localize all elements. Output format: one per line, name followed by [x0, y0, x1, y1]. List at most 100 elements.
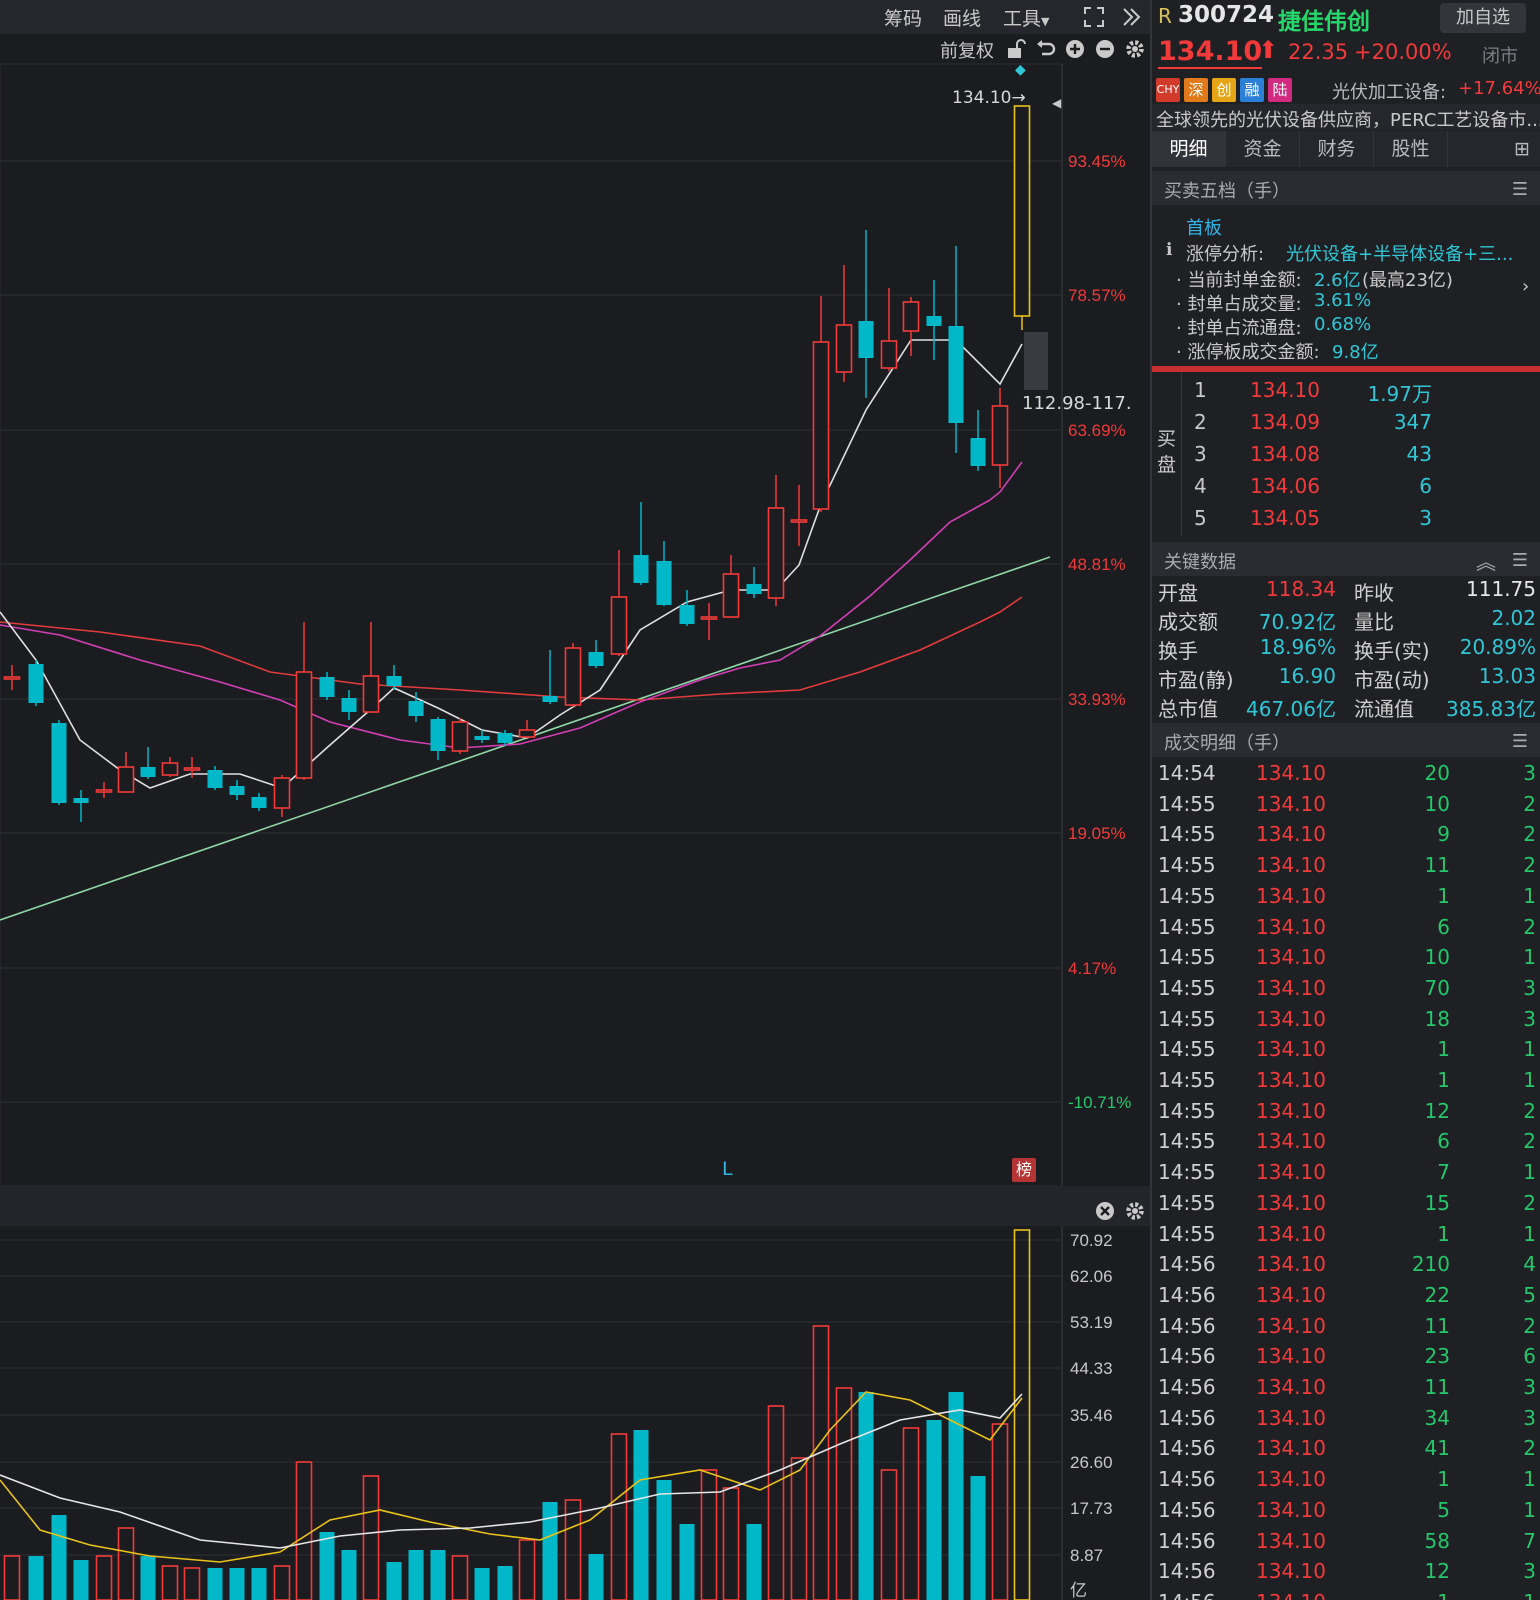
candle-body [207, 770, 223, 788]
bid-row[interactable]: 1 134.10 1.97万 [1188, 378, 1488, 410]
candle-body [564, 647, 582, 706]
collapse-arrow-icon[interactable]: ◀ [1052, 96, 1062, 110]
tab-capital[interactable]: 资金 [1226, 131, 1300, 167]
bid-volume: 1.97万 [1367, 382, 1432, 406]
trade-volume: 1 [1437, 1037, 1450, 1062]
trade-volume: 9 [1437, 822, 1450, 847]
chart-sub-toolbar: 前复权 [0, 34, 1150, 64]
tab-grid-icon[interactable]: ⊞ [1514, 138, 1530, 160]
chevron-right-icon[interactable]: › [1522, 276, 1530, 297]
trades-header[interactable]: 成交明细（手） ☰ [1152, 723, 1540, 757]
trade-row: 14:56 134.10 11 2 [1152, 1314, 1540, 1344]
key-label: 流通值 [1354, 697, 1414, 721]
bid-row[interactable]: 5 134.05 3 [1188, 506, 1488, 538]
trade-time: 14:56 [1158, 1313, 1216, 1338]
trade-volume: 6 [1437, 1129, 1450, 1154]
seal-float-value: 0.68% [1314, 314, 1372, 335]
trade-volume: 7 [1437, 1160, 1450, 1185]
volume-axis-label: 8.87 [1070, 1546, 1103, 1565]
trade-count: 1 [1523, 883, 1536, 908]
trade-row: 14:56 134.10 1 1 [1152, 1467, 1540, 1497]
trade-count: 1 [1523, 1160, 1536, 1185]
candle-body [3, 676, 21, 680]
trade-row: 14:56 134.10 5 1 [1152, 1498, 1540, 1528]
volume-bar [656, 1480, 672, 1600]
kline-chart-area[interactable]: 筹码 画线 工具▼ 前复权 93.45% 78.57% 63.69% 4 [0, 0, 1150, 1600]
candle-body [229, 786, 245, 795]
trade-time: 14:55 [1158, 1190, 1216, 1215]
candle-body [51, 723, 67, 803]
bid-row[interactable]: 4 134.06 6 [1188, 474, 1488, 506]
volume-bar [902, 1427, 920, 1600]
stock-code: 300724 [1178, 2, 1275, 28]
key-data-row: 开盘 118.34 昨收 111.75 [1152, 577, 1540, 606]
fullscreen-icon[interactable] [1083, 6, 1105, 28]
bid-row[interactable]: 3 134.08 43 [1188, 442, 1488, 474]
trades-menu-icon[interactable]: ☰ [1511, 731, 1528, 752]
trade-time: 14:56 [1158, 1344, 1216, 1369]
margin-badge[interactable]: 融 [1240, 78, 1264, 102]
hk-connect-badge[interactable]: 陆 [1268, 78, 1292, 102]
tab-detail[interactable]: 明细 [1152, 131, 1226, 167]
undo-icon[interactable] [1035, 38, 1057, 60]
trade-price: 134.10 [1256, 1252, 1326, 1277]
volume-bar [362, 1475, 380, 1600]
bid-level: 4 [1194, 474, 1207, 498]
candle-body [95, 789, 113, 793]
bid-price: 134.06 [1250, 474, 1320, 498]
description-bar[interactable]: 全球领先的光伏设备供应商，PERC工艺设备市... [1152, 104, 1540, 131]
collapse-up-icon[interactable]: ︽ [1476, 550, 1496, 574]
add-watchlist-button[interactable]: 加自选 [1440, 3, 1526, 33]
price-axis-label: 48.81% [1068, 555, 1126, 574]
settings-gear-icon[interactable] [1124, 38, 1146, 60]
l-marker[interactable]: L [722, 1158, 733, 1180]
volume-bar [28, 1556, 44, 1600]
rank-badge[interactable]: 榜 [1012, 1158, 1036, 1182]
zoom-out-icon[interactable] [1094, 38, 1116, 60]
first-board-tag[interactable]: 首板 [1186, 218, 1222, 239]
unlock-icon[interactable] [1005, 38, 1027, 60]
key-label: 市盈(动) [1354, 668, 1430, 692]
candle-body [183, 767, 201, 771]
orderbook-header[interactable]: 买卖五档（手） ☰ [1152, 171, 1540, 205]
trade-row: 14:55 134.10 15 2 [1152, 1191, 1540, 1221]
trade-volume: 70 [1424, 975, 1450, 1000]
chips-button[interactable]: 筹码 [884, 8, 923, 30]
dropdown-caret-icon: ▼ [1041, 15, 1050, 28]
draw-line-button[interactable]: 画线 [943, 8, 982, 30]
trade-count: 2 [1523, 853, 1536, 878]
key-data-menu-icon[interactable]: ☰ [1511, 550, 1528, 571]
expand-right-icon[interactable] [1120, 6, 1142, 28]
seal-vol-label: · 封单占成交量: [1176, 294, 1302, 315]
close-panel-icon[interactable] [1094, 1200, 1116, 1222]
sz-badge[interactable]: 深 [1184, 78, 1208, 102]
trade-row: 14:56 134.10 1 1 [1152, 1590, 1540, 1600]
volume-bar [991, 1423, 1009, 1600]
tab-finance[interactable]: 财务 [1300, 131, 1374, 167]
gem-badge[interactable]: 创 [1212, 78, 1236, 102]
zoom-in-icon[interactable] [1064, 38, 1086, 60]
menu-icon[interactable]: ☰ [1511, 179, 1528, 200]
trade-price: 134.10 [1256, 1037, 1326, 1062]
adjust-mode-button[interactable]: 前复权 [940, 41, 994, 62]
tab-stock-nature[interactable]: 股性 [1374, 131, 1448, 167]
chart-toolbar: 筹码 画线 工具▼ [0, 0, 1150, 34]
tools-menu[interactable]: 工具▼ [1003, 4, 1049, 31]
volume-bar [926, 1420, 942, 1600]
trade-volume: 1 [1437, 1221, 1450, 1246]
trade-time: 14:56 [1158, 1436, 1216, 1461]
key-data-header[interactable]: 关键数据 ︽ ☰ [1152, 542, 1540, 576]
bid-row[interactable]: 2 134.09 347 [1188, 410, 1488, 442]
trade-time: 14:55 [1158, 1221, 1216, 1246]
trade-count: 3 [1523, 1405, 1536, 1430]
candle-body [295, 671, 313, 779]
volume-settings-gear-icon[interactable] [1124, 1200, 1146, 1222]
limit-up-divider [1152, 366, 1540, 372]
sector-name[interactable]: 光伏加工设备: [1332, 82, 1447, 103]
price-chart[interactable]: 93.45% 78.57% 63.69% 48.81% 33.93% 19.05% 4.17… [0, 0, 1150, 1600]
volume-unit-label: 亿 [1070, 1581, 1087, 1600]
chy-badge[interactable]: CHY [1156, 78, 1180, 102]
trade-time: 14:56 [1158, 1375, 1216, 1399]
volume-bar [183, 1567, 201, 1600]
limit-analysis-value[interactable]: 光伏设备+半导体设备+三... [1286, 244, 1514, 265]
